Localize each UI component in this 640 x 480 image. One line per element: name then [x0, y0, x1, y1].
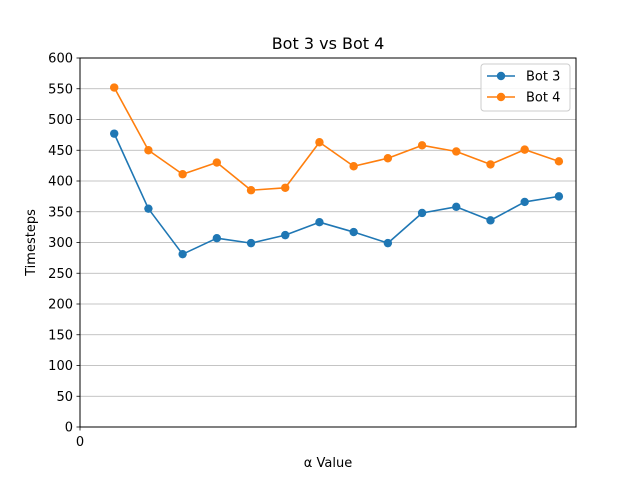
data-point-bot-3 [486, 216, 495, 225]
data-point-bot-3 [349, 227, 358, 237]
data-point-bot-4 [554, 157, 564, 166]
data-point-bot-3 [520, 197, 529, 207]
legend-marker-bot-4 [496, 92, 506, 102]
data-point-bot-3 [383, 238, 393, 248]
y-tick-label: 450 [48, 144, 73, 159]
data-point-bot-3 [110, 129, 119, 138]
x-tick-label: 0 [76, 435, 84, 450]
series-line-bot-4 [113, 87, 560, 192]
chart-title: Bot 3 vs Bot 4 [272, 34, 385, 53]
series-layer [110, 83, 564, 259]
y-tick-label: 400 [48, 175, 73, 190]
y-tick-label: 0 [65, 421, 73, 436]
data-point-bot-4 [520, 145, 529, 154]
data-point-bot-4 [315, 138, 324, 147]
data-point-bot-3 [315, 218, 324, 227]
x-axis-title: α Value [304, 456, 352, 471]
y-tick-label: 350 [48, 205, 73, 220]
y-tick-label: 600 [48, 52, 73, 67]
data-point-bot-4 [281, 183, 290, 192]
grid-lines [80, 57, 576, 428]
y-tick-label: 250 [48, 267, 73, 282]
y-tick-label: 200 [48, 298, 73, 313]
data-point-bot-3 [178, 249, 187, 259]
data-point-bot-3 [554, 192, 564, 201]
data-point-bot-3 [417, 208, 427, 218]
data-point-bot-4 [212, 158, 222, 167]
data-point-bot-4 [110, 83, 119, 92]
data-point-bot-3 [452, 202, 461, 212]
y-tick-label: 100 [48, 359, 73, 374]
data-point-bot-3 [144, 204, 153, 213]
data-point-bot-4 [246, 186, 256, 195]
data-point-bot-3 [212, 233, 222, 243]
data-point-bot-4 [417, 141, 427, 150]
data-point-bot-4 [486, 160, 495, 169]
legend-marker-bot-3 [496, 71, 506, 81]
y-tick-label: 550 [48, 82, 73, 97]
data-point-bot-4 [178, 170, 187, 179]
data-point-bot-4 [144, 146, 153, 155]
y-tick-label: 50 [56, 390, 73, 405]
data-point-bot-3 [281, 230, 290, 240]
y-tick-label: 500 [48, 113, 73, 128]
y-axis-ticks: 0 50 100 150 200 250 300 350 400 450 500 550 600 [48, 52, 80, 436]
legend: Bot 3 Bot 4 [480, 63, 571, 112]
y-axis-title: Timesteps [24, 209, 39, 277]
data-point-bot-4 [383, 154, 393, 163]
data-point-bot-4 [452, 147, 461, 156]
x-axis-ticks: 0 [76, 427, 84, 450]
series-line-bot-3 [113, 133, 560, 255]
data-point-bot-4 [349, 162, 358, 171]
y-tick-label: 150 [48, 328, 73, 343]
y-tick-label: 300 [48, 236, 73, 251]
data-point-bot-3 [246, 238, 256, 248]
legend-label-bot-4: Bot 4 [526, 91, 560, 106]
legend-label-bot-3: Bot 3 [526, 70, 560, 85]
